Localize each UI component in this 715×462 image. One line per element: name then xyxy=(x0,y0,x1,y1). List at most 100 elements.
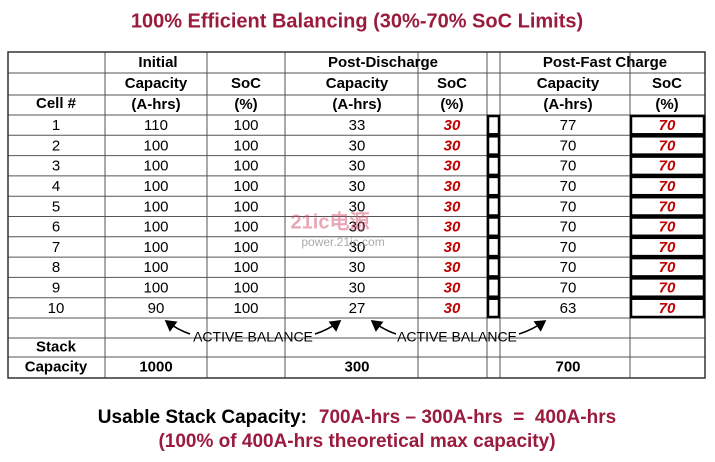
cell-value: 2 xyxy=(52,137,60,154)
soc-box xyxy=(629,216,706,238)
soc-box xyxy=(629,256,706,278)
cell-value: 100 xyxy=(143,178,168,195)
column-header: SoC xyxy=(652,75,682,92)
cell-value: 30 xyxy=(349,280,366,297)
soc-box xyxy=(629,175,706,197)
soc-box xyxy=(629,236,706,258)
arrow xyxy=(314,320,342,335)
cell-value: 70 xyxy=(560,158,577,175)
cell-value: 30 xyxy=(349,158,366,175)
cell-value: 100 xyxy=(233,117,258,134)
soc-box xyxy=(486,216,501,238)
column-unit: (A-hrs) xyxy=(543,96,592,113)
group-header: Initial xyxy=(138,54,177,71)
cell-value: 100 xyxy=(143,280,168,297)
cell-value: 100 xyxy=(143,158,168,175)
row-header: Cell # xyxy=(36,95,77,112)
cell-value: 90 xyxy=(148,300,165,317)
soc-limit: 70 xyxy=(659,300,676,317)
soc-limit: 30 xyxy=(444,117,461,134)
stack-total: 700 xyxy=(555,358,580,375)
cell-value: 5 xyxy=(52,198,60,215)
cell-value: 30 xyxy=(349,259,366,276)
soc-limit: 70 xyxy=(659,259,676,276)
cell-value: 27 xyxy=(349,300,366,317)
soc-limit: 70 xyxy=(659,178,676,195)
soc-limit: 70 xyxy=(659,239,676,256)
soc-limit: 30 xyxy=(444,259,461,276)
footer-label: Usable Stack Capacity: xyxy=(98,407,307,428)
soc-limit: 30 xyxy=(444,300,461,317)
cell-value: 70 xyxy=(560,178,577,195)
soc-limit: 30 xyxy=(444,219,461,236)
cell-value: 6 xyxy=(52,219,60,236)
cell-value: 33 xyxy=(349,117,366,134)
soc-box xyxy=(629,155,706,177)
soc-box xyxy=(629,195,706,217)
soc-limit: 30 xyxy=(444,137,461,154)
cell-value: 30 xyxy=(349,198,366,215)
cell-value: 100 xyxy=(233,280,258,297)
cell-value: 110 xyxy=(144,117,168,134)
soc-limit: 70 xyxy=(659,137,676,154)
soc-box xyxy=(629,297,706,319)
soc-limit: 70 xyxy=(659,198,676,215)
soc-box xyxy=(629,135,706,156)
cell-value: 100 xyxy=(233,137,258,154)
soc-box xyxy=(486,277,501,298)
cell-value: 100 xyxy=(233,239,258,256)
soc-box xyxy=(486,195,501,217)
cell-value: 30 xyxy=(349,239,366,256)
title: 100% Efficient Balancing (30%-70% SoC Li… xyxy=(131,10,583,32)
soc-limit: 30 xyxy=(444,239,461,256)
soc-limit: 70 xyxy=(659,117,676,134)
cell-value: 1 xyxy=(52,117,60,134)
soc-limit: 30 xyxy=(444,158,461,175)
soc-box xyxy=(486,256,501,278)
cell-value: 100 xyxy=(233,178,258,195)
column-unit: (%) xyxy=(655,96,678,113)
cell-value: 9 xyxy=(52,280,60,297)
soc-box xyxy=(486,297,501,319)
cell-value: 100 xyxy=(233,219,258,236)
group-header: Post-Discharge xyxy=(328,54,438,71)
soc-limit: 70 xyxy=(659,219,676,236)
soc-limit: 70 xyxy=(659,280,676,297)
cell-value: 30 xyxy=(349,219,366,236)
table: Initial Post-Discharge Post-Fast Charge Cap… xyxy=(7,51,706,379)
footer-note: (100% of 400A-hrs theoretical max capaci… xyxy=(158,431,555,452)
cell-value: 100 xyxy=(143,259,168,276)
soc-box xyxy=(486,155,501,177)
annotation: ACTIVE BALANCE xyxy=(193,329,313,345)
arrows xyxy=(164,320,547,335)
arrow xyxy=(518,320,547,335)
cell-value: 100 xyxy=(143,198,168,215)
column-header: SoC xyxy=(231,75,261,92)
column-header: Capacity xyxy=(125,75,188,92)
column-unit: (A-hrs) xyxy=(131,96,180,113)
column-header: Capacity xyxy=(537,75,600,92)
cell-value: 10 xyxy=(48,300,65,317)
cell-value: 70 xyxy=(560,239,577,256)
cell-value: 100 xyxy=(233,259,258,276)
arrow xyxy=(164,320,191,335)
footer-line: Usable Stack Capacity: 700A-hrs – 300A-hr… xyxy=(98,407,616,428)
cell-value: 63 xyxy=(560,300,577,317)
column-header: Capacity xyxy=(326,75,389,92)
cell-value: 100 xyxy=(233,198,258,215)
cell-value: 8 xyxy=(52,259,60,276)
footer-equation: 700A-hrs – 300A-hrs = 400A-hrs xyxy=(319,407,616,428)
soc-limit: 30 xyxy=(444,178,461,195)
soc-limit: 70 xyxy=(659,158,676,175)
stack-label: Stack xyxy=(36,338,77,355)
soc-box xyxy=(486,114,501,136)
soc-box xyxy=(486,236,501,258)
cell-value: 77 xyxy=(560,117,577,134)
watermark-url: power.21ic.com xyxy=(301,235,384,249)
cell-value: 7 xyxy=(52,239,60,256)
cell-value: 100 xyxy=(143,239,168,256)
cell-value: 100 xyxy=(233,300,258,317)
stack-total: 300 xyxy=(344,358,369,375)
column-header: SoC xyxy=(437,75,467,92)
